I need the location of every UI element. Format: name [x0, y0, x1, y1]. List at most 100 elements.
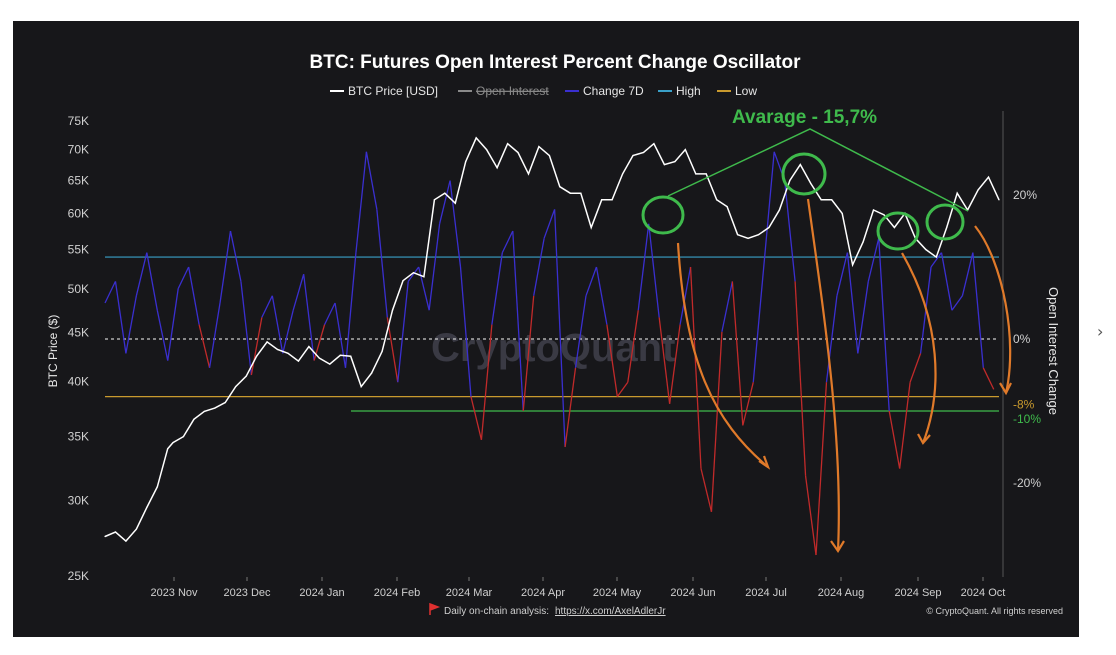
y2-tick-label: -20% — [1013, 476, 1041, 490]
oi-change-segment — [972, 252, 984, 368]
btc-price-point — [245, 375, 247, 377]
btc-price-point — [114, 531, 117, 533]
btc-price-point — [506, 143, 509, 145]
btc-price-point — [935, 256, 937, 258]
btc-price-point — [433, 199, 435, 201]
legend-item-high[interactable]: High — [658, 84, 701, 98]
oi-change-segment — [731, 281, 744, 426]
x-tick-label: 2024 Aug — [818, 587, 865, 599]
btc-price-point — [580, 192, 582, 194]
legend-item-open-interest[interactable]: Open Interest — [458, 84, 549, 98]
y-tick-label: 50K — [68, 282, 89, 296]
flag-icon — [429, 602, 441, 615]
btc-price-point — [135, 528, 137, 530]
btc-price-point — [182, 436, 185, 438]
x-tick-label: 2024 Mar — [446, 587, 493, 599]
oi-change-segment — [679, 266, 692, 325]
btc-price-point — [402, 280, 404, 282]
btc-price-point — [872, 209, 875, 211]
oi-change-segment — [344, 252, 357, 368]
oi-change-segment — [846, 252, 859, 354]
oi-change-segment — [459, 266, 472, 397]
svg-text:Open Interest: Open Interest — [476, 84, 549, 98]
btc-price-point — [381, 350, 383, 352]
btc-price-point — [444, 192, 446, 194]
btc-price-point — [653, 143, 655, 145]
svg-text:High: High — [676, 84, 701, 98]
oi-change-segment — [501, 230, 514, 253]
btc-price-point — [104, 535, 106, 538]
oi-change-segment — [135, 252, 148, 296]
chart-svg: BTC: Futures Open Interest Percent Chang… — [46, 52, 1063, 617]
legend: BTC Price [USD] Open Interest Change 7D … — [330, 84, 757, 98]
oi-change-segment — [250, 317, 263, 376]
btc-price-point — [810, 182, 812, 185]
legend-item-low[interactable]: Low — [717, 84, 757, 98]
btc-price-point — [642, 151, 645, 154]
btc-price-point — [423, 276, 425, 278]
chart-title: BTC: Futures Open Interest Percent Chang… — [310, 52, 802, 73]
btc-price-point — [486, 148, 488, 151]
y2-tick-label: 0% — [1013, 332, 1031, 346]
oi-change-segment — [648, 223, 660, 318]
btc-price-point — [778, 209, 781, 211]
btc-price-point — [339, 354, 341, 356]
x-tick-label: 2023 Dec — [223, 587, 271, 599]
oi-change-segment — [365, 151, 378, 210]
oi-change-segment — [114, 281, 127, 354]
footer-source-prefix: Daily on-chain analysis: — [444, 606, 549, 617]
x-tick-label: 2024 Jul — [745, 587, 787, 599]
oi-change-segment — [407, 266, 420, 282]
btc-price-point — [475, 137, 477, 139]
btc-price-point — [684, 148, 686, 151]
btc-price-point — [831, 199, 833, 201]
btc-price-point — [569, 192, 571, 194]
oi-change-segment — [940, 252, 953, 311]
oi-change-segment — [857, 281, 869, 354]
oi-change-segment — [177, 266, 190, 289]
btc-price-point — [276, 348, 279, 351]
oi-change-segment — [125, 295, 138, 354]
highlight-circle-1 — [641, 195, 685, 235]
btc-price-point — [998, 199, 1000, 201]
btc-price-point — [705, 173, 707, 175]
btc-price-point — [768, 226, 770, 229]
btc-price-point — [125, 540, 127, 542]
annotation-overlay: Avarage - 15,7% — [641, 107, 1012, 554]
oi-change-segment — [564, 367, 577, 448]
oi-change-segment — [323, 302, 336, 325]
btc-price-point — [726, 205, 728, 208]
btc-price-point — [371, 372, 373, 374]
btc-price-point — [308, 346, 310, 348]
arrows — [676, 198, 1012, 554]
btc-price-point — [559, 186, 561, 188]
btc-price-point — [590, 226, 592, 229]
oi-change-segment — [428, 223, 441, 311]
x-tick-label: 2024 Sep — [894, 587, 941, 599]
btc-price-point — [601, 199, 603, 201]
legend-item-price[interactable]: BTC Price [USD] — [330, 84, 438, 98]
btc-price-point — [841, 212, 843, 215]
btc-price-point — [987, 176, 990, 178]
footer-source-link[interactable]: https://x.com/AxelAdlerJr — [555, 606, 666, 617]
y2-axis-label: Open Interest Change — [1046, 287, 1061, 415]
oi-change-segment — [146, 252, 158, 311]
series-btc-price — [104, 136, 1000, 543]
btc-price-point — [412, 272, 415, 274]
oi-change-segment — [595, 266, 608, 325]
btc-price-point — [454, 202, 456, 204]
y-tick-label: 70K — [68, 143, 89, 157]
btc-price-point — [663, 164, 666, 166]
btc-price-point — [266, 341, 268, 343]
oi-change-segment — [815, 382, 828, 556]
chart-panel: BTC: Futures Open Interest Percent Chang… — [13, 21, 1079, 637]
oi-change-segment — [700, 468, 713, 512]
chevron-right-icon[interactable]: › — [1097, 322, 1104, 341]
average-peak-line — [667, 128, 969, 212]
y2-ticks: 20% 0% -20% — [1013, 188, 1041, 490]
oi-change-segment — [240, 281, 253, 376]
oi-change-segment — [104, 281, 117, 304]
highlight-circle-4 — [925, 203, 965, 241]
oi-change-segment — [930, 252, 943, 268]
legend-item-change-7d[interactable]: Change 7D — [565, 84, 644, 98]
